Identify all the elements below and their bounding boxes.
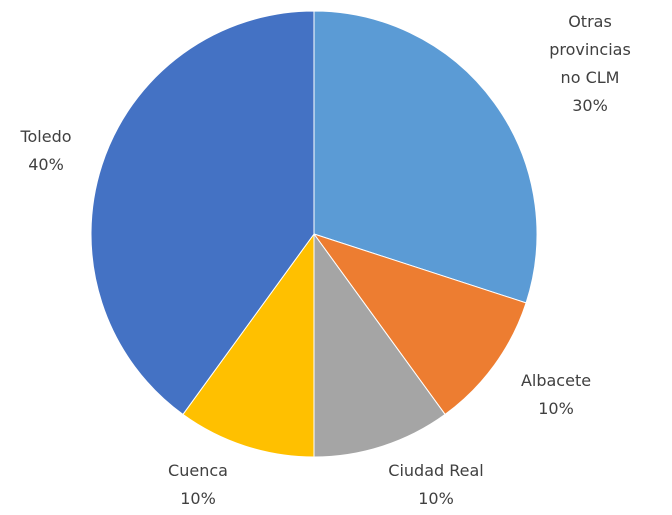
value-label: 10%: [418, 489, 454, 508]
category-label: Albacete: [520, 371, 592, 390]
value-label: 30%: [572, 96, 608, 115]
value-label: 40%: [28, 155, 64, 174]
category-label: Cuenca: [168, 461, 228, 480]
pie-slice: [312, 233, 527, 416]
pie-slice: [182, 232, 315, 458]
category-label: Toledo: [20, 127, 72, 146]
pie-slice: [90, 10, 315, 416]
slice-label: Cuenca 10%: [168, 457, 228, 513]
pie-slice: [313, 232, 446, 458]
value-label: 10%: [538, 399, 574, 418]
slice-label: Otras provincias no CLM 30%: [549, 8, 631, 120]
slice-label: Albacete 10%: [521, 367, 591, 423]
category-label: Ciudad Real: [388, 461, 484, 480]
slice-label: Ciudad Real 10%: [388, 457, 483, 513]
category-label: Otras provincias no CLM: [549, 12, 631, 87]
pie-slice: [313, 10, 538, 304]
value-label: 10%: [180, 489, 216, 508]
slice-label: Toledo 40%: [20, 123, 71, 179]
